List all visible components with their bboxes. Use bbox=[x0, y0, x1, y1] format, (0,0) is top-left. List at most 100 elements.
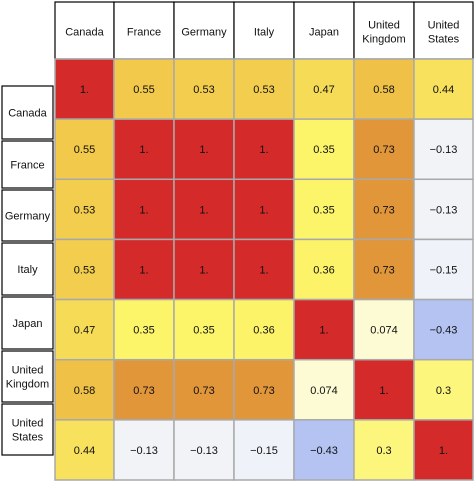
heatmap-value-label: 0.36 bbox=[313, 265, 334, 277]
heatmap-value-label: 0.35 bbox=[313, 204, 334, 216]
row-header-box bbox=[1, 403, 54, 456]
row-header-box bbox=[1, 296, 54, 350]
heatmap-cell bbox=[353, 298, 415, 361]
heatmap-cell bbox=[113, 58, 175, 120]
heatmap-value-label: 0.55 bbox=[133, 84, 154, 96]
heatmap-value-label: 0.53 bbox=[74, 204, 95, 216]
heatmap-value-label: 1. bbox=[199, 204, 208, 216]
column-header-label: France bbox=[127, 27, 161, 39]
heatmap-value-label: 0.58 bbox=[373, 84, 394, 96]
heatmap-cell bbox=[54, 178, 115, 241]
column-header-label: Italy bbox=[254, 27, 275, 39]
heatmap-value-label: 0.73 bbox=[373, 204, 394, 216]
heatmap-value-label: −0.15 bbox=[250, 445, 278, 457]
heatmap-cell bbox=[54, 419, 115, 481]
heatmap-cell bbox=[413, 419, 474, 481]
column-header-box bbox=[54, 1, 115, 60]
heatmap-value-label: 0.35 bbox=[133, 325, 154, 337]
heatmap-value-label: 0.44 bbox=[433, 84, 454, 96]
heatmap-value-label: 0.074 bbox=[310, 385, 338, 397]
row-header-box bbox=[1, 242, 54, 296]
heatmap-cell bbox=[173, 58, 235, 120]
heatmap-value-label: 0.73 bbox=[253, 385, 274, 397]
heatmap-cell bbox=[353, 419, 415, 481]
heatmap-cell bbox=[293, 358, 355, 421]
heatmap-cell bbox=[173, 358, 235, 421]
heatmap-value-label: 0.47 bbox=[313, 84, 334, 96]
heatmap-cell bbox=[233, 58, 295, 120]
heatmap-value-label: 0.47 bbox=[74, 325, 95, 337]
heatmap-value-label: 1. bbox=[259, 144, 268, 156]
heatmap-cell bbox=[113, 118, 175, 181]
heatmap-value-label: −0.13 bbox=[190, 445, 218, 457]
heatmap-cell bbox=[113, 238, 175, 301]
heatmap-cell bbox=[353, 118, 415, 181]
heatmap-cell bbox=[54, 118, 115, 181]
row-headers: Canada France Germany Italy Japan United Kingd… bbox=[1, 85, 54, 456]
heatmap-value-label: 0.73 bbox=[133, 385, 154, 397]
heatmap-cell bbox=[293, 178, 355, 241]
heatmap-cell bbox=[353, 58, 415, 120]
column-headers: Canada France Germany Italy Japan United Kingd… bbox=[54, 1, 474, 60]
heatmap-cell bbox=[293, 58, 355, 120]
heatmap-cell bbox=[413, 118, 474, 181]
heatmap-value-label: −0.13 bbox=[430, 204, 458, 216]
heatmap-cell bbox=[413, 178, 474, 241]
column-header-box bbox=[113, 1, 175, 60]
heatmap-value-label: −0.13 bbox=[130, 445, 158, 457]
heatmap-value-labels: 1. 0.55 0.53 0.53 0.47 0.58 0.44 0.55 1. 1. 1. 0.35… bbox=[74, 84, 458, 457]
row-header-label: Japan bbox=[13, 318, 43, 330]
heatmap-cell bbox=[233, 298, 295, 361]
heatmap-cell bbox=[173, 178, 235, 241]
heatmap-value-label: 0.3 bbox=[376, 445, 391, 457]
heatmap-value-label: −0.43 bbox=[310, 445, 338, 457]
heatmap-cell bbox=[293, 419, 355, 481]
row-header-label: Canada bbox=[8, 108, 47, 120]
heatmap-value-label: −0.13 bbox=[430, 144, 458, 156]
heatmap-value-label: 0.53 bbox=[253, 84, 274, 96]
column-header-label: Canada bbox=[65, 27, 104, 39]
heatmap-value-label: 1. bbox=[319, 325, 328, 337]
heatmap-value-label: 1. bbox=[139, 144, 148, 156]
heatmap-value-label: 0.53 bbox=[193, 84, 214, 96]
heatmap-value-label: 0.35 bbox=[313, 144, 334, 156]
heatmap-value-label: 0.44 bbox=[74, 445, 95, 457]
heatmap-value-label: 1. bbox=[439, 445, 448, 457]
heatmap-value-label: 0.58 bbox=[74, 385, 95, 397]
heatmap-cell bbox=[233, 419, 295, 481]
column-header-box bbox=[173, 1, 235, 60]
row-header-box bbox=[1, 140, 54, 189]
heatmap-cell bbox=[113, 358, 175, 421]
column-header-label: Japan bbox=[309, 27, 339, 39]
heatmap-cell bbox=[413, 358, 474, 421]
heatmap-cell bbox=[293, 118, 355, 181]
heatmap-cell bbox=[293, 298, 355, 361]
heatmap-value-label: −0.15 bbox=[430, 265, 458, 277]
heatmap-value-label: 1. bbox=[259, 265, 268, 277]
heatmap-value-label: 0.73 bbox=[193, 385, 214, 397]
row-header-label: Germany bbox=[5, 211, 51, 223]
heatmap-value-label: 0.3 bbox=[436, 385, 451, 397]
row-header-label: Italy bbox=[17, 264, 38, 276]
heatmap-value-label: 1. bbox=[139, 265, 148, 277]
row-header-box bbox=[1, 189, 54, 242]
heatmap-cell bbox=[353, 178, 415, 241]
column-header-box bbox=[353, 1, 415, 60]
heatmap-value-label: 1. bbox=[379, 385, 388, 397]
heatmap-value-label: 1. bbox=[80, 84, 89, 96]
heatmap-cell bbox=[233, 118, 295, 181]
heatmap-value-label: 0.73 bbox=[373, 144, 394, 156]
heatmap-value-label: −0.43 bbox=[430, 325, 458, 337]
row-header-box bbox=[1, 85, 54, 140]
heatmap-value-label: 0.73 bbox=[373, 265, 394, 277]
heatmap-value-label: 0.53 bbox=[74, 265, 95, 277]
heatmap-value-label: 1. bbox=[199, 265, 208, 277]
row-header-label: United Kingdom bbox=[6, 365, 49, 391]
column-header-label: United States bbox=[428, 20, 460, 46]
heatmap-value-label: 1. bbox=[199, 144, 208, 156]
heatmap-value-label: 1. bbox=[259, 204, 268, 216]
heatmap-cell bbox=[173, 419, 235, 481]
column-header-label: Germany bbox=[181, 27, 227, 39]
row-header-label: United States bbox=[12, 418, 44, 444]
